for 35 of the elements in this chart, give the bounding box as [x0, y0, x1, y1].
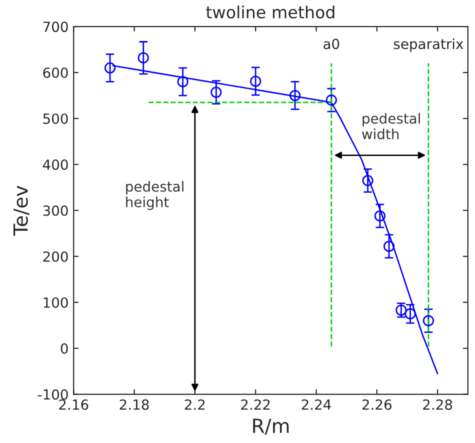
point: [374, 210, 386, 222]
x-tick-label: 2.26: [362, 399, 392, 410]
y-tick-label: 400: [42, 159, 68, 170]
point: [104, 62, 116, 74]
point: [177, 76, 188, 88]
y-tick-label: 0: [60, 343, 68, 354]
point: [404, 308, 416, 320]
x-tick-label: 2.22: [241, 399, 270, 410]
y-tick-label: 600: [43, 68, 68, 78]
x-tick-label: 2.2: [184, 399, 205, 410]
annotation: pedestal width: [362, 112, 420, 140]
point: [383, 240, 395, 252]
annotation: pedestal height: [126, 181, 184, 210]
x-tick-label: 2.24: [302, 399, 331, 410]
point: [422, 315, 434, 326]
x-tick-label: 2.18: [120, 399, 149, 410]
point: [210, 86, 222, 98]
point: [250, 76, 262, 87]
point: [326, 94, 337, 106]
x-axis-title: R/m: [253, 418, 289, 435]
point: [362, 174, 374, 186]
y-tick-label: -100: [38, 389, 68, 400]
y-tick-label: 300: [43, 205, 68, 216]
x-tick-label: 2.16: [59, 399, 88, 410]
point: [138, 52, 149, 64]
y-tick-label: 500: [43, 113, 68, 124]
chart-title: twoline method: [206, 6, 334, 18]
y-tick-label: 200: [43, 251, 68, 262]
point: [289, 90, 301, 102]
y-tick-label: 100: [44, 297, 68, 308]
ref-line-label: separatrix: [394, 38, 464, 52]
ref-line-label: a0: [324, 38, 340, 50]
x-tick-label: 2.28: [423, 399, 452, 410]
y-tick-label: 700: [43, 22, 68, 32]
y-axis-title: Te/ev: [13, 186, 30, 236]
